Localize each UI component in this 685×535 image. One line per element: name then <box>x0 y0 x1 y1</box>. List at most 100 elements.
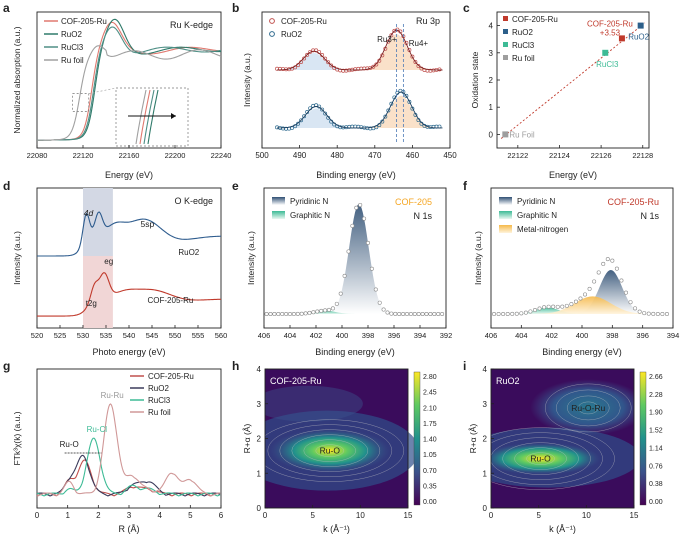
panel-d: 520 525 530 535 540 545 550 555 560 Photo energy … <box>12 187 228 357</box>
data-point <box>393 311 398 316</box>
data-point <box>569 302 574 307</box>
point-label: RuCl3 <box>596 60 619 69</box>
x-tick-label: 398 <box>362 331 375 340</box>
data-point <box>583 292 588 297</box>
data-point <box>542 305 547 310</box>
x-tick-label: 2 <box>96 511 101 520</box>
panel-letter-b: b <box>232 1 239 15</box>
x-tick-label: 550 <box>169 331 182 340</box>
x-tick-label: 398 <box>606 331 619 340</box>
x-tick-label: 470 <box>368 151 382 160</box>
x-tick-label: 5 <box>536 511 541 520</box>
contour-line <box>491 437 591 480</box>
data-point <box>551 304 556 309</box>
colorbar-label: 0.38 <box>649 481 663 488</box>
point-label: COF-205-Ru <box>587 19 633 28</box>
point-label: RuO2 <box>628 33 649 42</box>
data-point <box>371 64 376 69</box>
x-tick-label: 22160 <box>119 151 140 160</box>
data-point <box>369 266 374 271</box>
x-axis-label: k (Å⁻¹) <box>323 524 350 534</box>
contour-line <box>555 389 621 427</box>
panel-letter-e: e <box>232 179 239 193</box>
y-tick-label: 2 <box>483 435 488 444</box>
data-point <box>385 310 390 315</box>
data-point <box>502 131 509 138</box>
legend-marker <box>269 18 275 24</box>
legend-label: COF-205-Ru <box>512 15 558 24</box>
legend-label: Pyridinic N <box>517 197 555 206</box>
x-tick-label: 22128 <box>632 151 653 160</box>
colorbar-label: 2.45 <box>423 390 437 397</box>
inset-arrowhead <box>171 113 176 119</box>
x-tick-label: 396 <box>388 331 401 340</box>
chart-title: COF-205-Ru <box>270 376 322 386</box>
x-tick-label: 525 <box>54 331 67 340</box>
data-point <box>404 311 409 316</box>
heatmap-blob <box>265 385 363 422</box>
panel-f: 406 404 402 400 398 396 394 Binding energy (eV)… <box>473 187 679 357</box>
panel-letter-a: a <box>3 1 10 15</box>
panel-letter-c: c <box>463 1 470 15</box>
x-tick-label: 15 <box>404 511 413 520</box>
x-tick-label: 560 <box>215 331 228 340</box>
data-point <box>413 60 418 64</box>
series-label: COF-205-Ru <box>148 296 194 305</box>
y-axis-label: R+α (Å) <box>468 423 478 453</box>
y-tick-label: 1 <box>489 103 494 112</box>
feature-label: Ru-O-Ru <box>571 403 605 413</box>
x-tick-label: 4 <box>157 511 162 520</box>
panel-d-frame <box>36 187 222 329</box>
data-point <box>496 311 501 316</box>
chart-title: COF-205-Ru <box>607 197 659 207</box>
data-point <box>537 306 542 311</box>
data-point <box>362 216 367 221</box>
heatmap-blob <box>269 428 390 473</box>
data-point <box>386 108 391 113</box>
data-point <box>564 303 569 308</box>
peak-fill <box>486 307 608 314</box>
x-tick-label: 406 <box>258 331 271 340</box>
contour-line <box>265 419 405 482</box>
series-line <box>36 459 221 497</box>
data-point <box>651 311 656 316</box>
panel-a: 22080 22120 22160 22200 22240 Energy (eV) Norm… <box>12 11 231 180</box>
data-point <box>299 311 304 316</box>
y-axis-label: Intensity (a.u.) <box>473 231 483 285</box>
inset-curve <box>147 89 159 145</box>
x-tick-label: 402 <box>310 331 323 340</box>
data-point <box>528 309 533 314</box>
data-point <box>326 60 331 65</box>
x-tick-label: 22200 <box>165 151 186 160</box>
data-point <box>437 67 442 72</box>
x-tick-label: 460 <box>406 151 420 160</box>
legend-label: RuO2 <box>148 384 169 393</box>
x-axis-label: Energy (eV) <box>105 170 153 180</box>
x-tick-label: 6 <box>219 511 224 520</box>
data-point <box>354 205 359 210</box>
x-tick-label: 1 <box>65 511 70 520</box>
legend-label: COF-205-Ru <box>281 17 327 26</box>
data-point <box>389 33 394 38</box>
data-point <box>389 311 394 316</box>
x-tick-label: 490 <box>293 151 307 160</box>
zoom-region <box>72 93 90 112</box>
colorbar <box>639 371 647 506</box>
x-tick-label: 5 <box>188 511 193 520</box>
contour-line <box>267 424 393 477</box>
data-point <box>358 202 363 207</box>
data-point <box>619 278 624 283</box>
panel-h: Ru-O COF-205-Ru 0 5 10 15 0 1 2 3 4 k (Å⁻¹) R+α (Å) 2… <box>242 365 437 534</box>
contour-line <box>291 434 369 467</box>
data-point <box>440 311 445 316</box>
colorbar-label: 2.10 <box>423 405 437 412</box>
x-tick-label: 22080 <box>27 151 48 160</box>
series-line <box>36 437 221 497</box>
y-axis-label: Intensity (a.u.) <box>246 231 256 285</box>
y-tick-label: 4 <box>483 365 488 374</box>
data-point <box>546 304 551 309</box>
contour-line <box>502 442 579 475</box>
chart-subtitle: N 1s <box>640 211 659 221</box>
data-point <box>323 56 328 61</box>
shaded-region-4d <box>83 188 113 256</box>
